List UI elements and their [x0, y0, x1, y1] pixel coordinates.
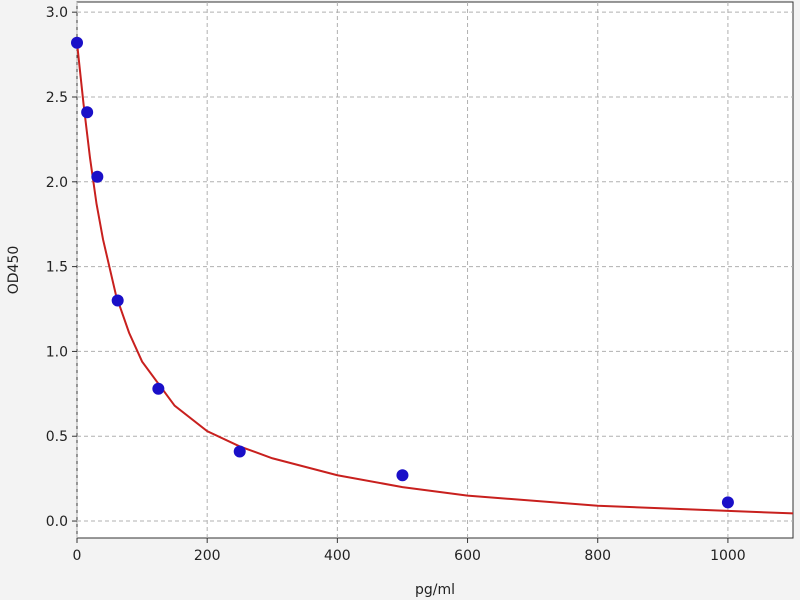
x-tick-label: 400: [324, 548, 351, 564]
y-tick-label: 2.5: [46, 90, 68, 106]
x-tick-label: 800: [584, 548, 611, 564]
plot-area: [76, 1, 794, 539]
data-point: [91, 170, 104, 183]
y-tick-label: 1.0: [46, 344, 68, 360]
fit-curve: [76, 42, 794, 515]
y-axis-label: OD450: [6, 246, 22, 295]
y-tick-label: 0.5: [46, 429, 68, 445]
data-point: [81, 106, 94, 119]
data-point: [396, 469, 409, 482]
x-tick-label: 0: [73, 548, 82, 564]
y-tick-label: 2.0: [46, 175, 68, 191]
x-axis-label: pg/ml: [415, 582, 455, 598]
x-tick-label: 200: [194, 548, 221, 564]
data-point: [111, 294, 124, 307]
y-tick-label: 0.0: [46, 514, 68, 530]
data-point: [71, 36, 83, 49]
data-point: [721, 496, 734, 509]
data-point: [233, 445, 246, 458]
y-tick-label: 3.0: [46, 5, 68, 21]
y-tick-label: 1.5: [46, 260, 68, 276]
x-tick-label: 600: [454, 548, 481, 564]
data-point: [152, 382, 165, 395]
x-tick-label: 1000: [710, 548, 746, 564]
